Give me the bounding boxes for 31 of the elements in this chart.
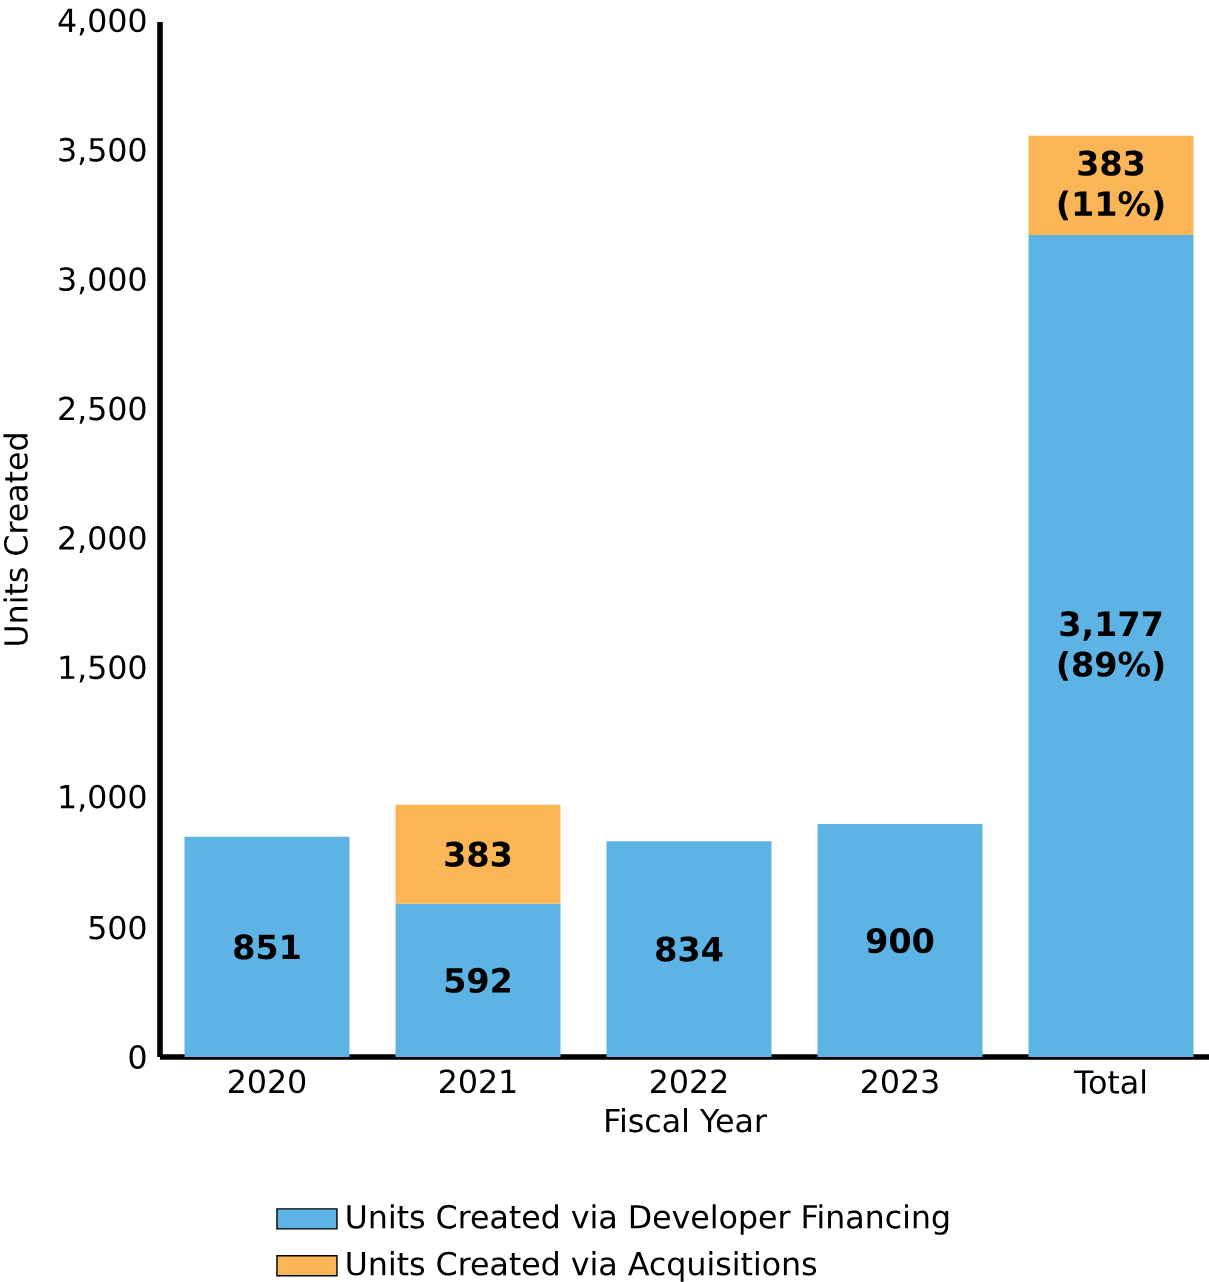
bar <box>817 824 983 1057</box>
bar <box>395 804 561 904</box>
bar <box>184 836 350 1057</box>
x-tick-label: 2020 <box>229 1069 306 1094</box>
bar <box>1028 234 1194 1057</box>
x-tick-label: 2023 <box>862 1069 938 1094</box>
y-tick-label: 0 <box>129 1045 146 1069</box>
data-label: 383 (11%) <box>1058 150 1164 221</box>
legend-label: Units Created via Acquisitions <box>347 1251 817 1282</box>
x-tick-label: Total <box>1073 1069 1146 1094</box>
y-tick-label: 3,500 <box>59 137 146 165</box>
y-tick-label: 1,000 <box>60 784 146 812</box>
y-tick-label: 3,000 <box>59 267 146 295</box>
data-label: 383 <box>445 841 511 867</box>
legend-label: Units Created via Developer Financing <box>347 1204 949 1235</box>
y-tick-label: 1,500 <box>60 655 146 683</box>
y-axis-title: Units Created <box>3 434 28 645</box>
y-tick-label: 500 <box>89 915 146 940</box>
data-label: 900 <box>866 927 934 954</box>
x-tick-label: 2021 <box>440 1069 516 1094</box>
data-label: 834 <box>656 936 723 962</box>
bar <box>395 903 561 1057</box>
data-label: 592 <box>445 967 510 994</box>
x-tick-label: 2022 <box>651 1069 727 1094</box>
x-axis-title: Fiscal Year <box>606 1108 767 1133</box>
y-tick-label: 4,000 <box>58 8 146 36</box>
y-tick-label: 2,000 <box>59 525 146 554</box>
y-tick-label: 2,500 <box>59 396 146 424</box>
bar <box>606 841 772 1057</box>
data-label: 3,177 (89%) <box>1058 611 1164 681</box>
data-label: 851 <box>234 934 300 960</box>
